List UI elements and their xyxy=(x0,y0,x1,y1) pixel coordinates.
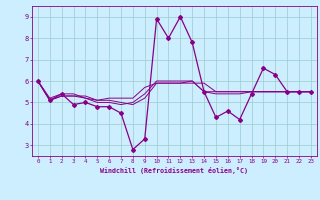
X-axis label: Windchill (Refroidissement éolien,°C): Windchill (Refroidissement éolien,°C) xyxy=(100,167,248,174)
